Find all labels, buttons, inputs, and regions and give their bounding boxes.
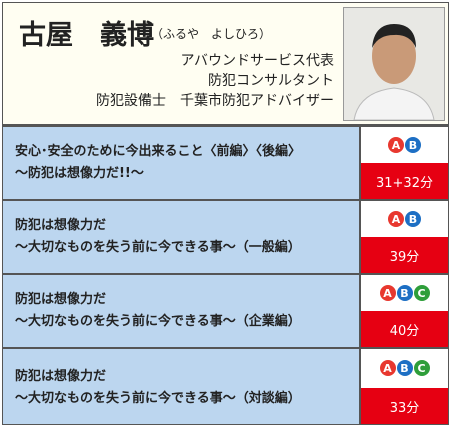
title-line: ～防犯は想像力だ!!～ bbox=[15, 166, 144, 181]
badge: A bbox=[388, 211, 404, 227]
badge: B bbox=[405, 137, 421, 153]
title-line: 防犯は想像力だ bbox=[15, 368, 107, 384]
badge: B bbox=[396, 285, 413, 301]
title-lines: 安心･安全のために今出来ること〈前編〉〈後編〉 ～防犯は想像力だ!!～ bbox=[15, 141, 301, 185]
duration: 39分 bbox=[361, 237, 448, 273]
portrait bbox=[344, 8, 444, 121]
title-lines: 防犯は想像力だ ～大切なものを失う前に今できる事～（対談編） bbox=[15, 366, 301, 410]
title-line: ～大切なものを失う前に今できる事～（企業編） bbox=[15, 314, 301, 329]
badge: A bbox=[379, 360, 396, 377]
badge: A bbox=[388, 137, 404, 153]
header: 古屋 義博 （ふるや よしひろ） アバウンドサービス代表防犯コンサルタント防犯設… bbox=[3, 3, 448, 125]
badge: B bbox=[405, 211, 421, 227]
badge: A bbox=[379, 285, 396, 301]
title-lines: 防犯は想像力だ ～大切なものを失う前に今できる事～（一般編） bbox=[15, 215, 301, 259]
session-row: 防犯は想像力だ ～大切なものを失う前に今できる事～（対談編） A B C 33分 bbox=[3, 347, 448, 424]
title-line: 安心･安全のために今出来ること〈前編〉〈後編〉 bbox=[15, 144, 302, 159]
reading: （ふるや よしひろ） bbox=[151, 27, 272, 41]
session-title: 安心･安全のために今出来ること〈前編〉〈後編〉 ～防犯は想像力だ!!～ bbox=[3, 127, 361, 199]
title-line: 防犯コンサルタント bbox=[208, 73, 334, 89]
photo bbox=[343, 7, 445, 121]
session-title: 防犯は想像力だ ～大切なものを失う前に今できる事～（対談編） bbox=[3, 349, 361, 424]
session-row: 防犯は想像力だ ～大切なものを失う前に今できる事～（企業編） A B C 40分 bbox=[3, 273, 448, 347]
badge: C bbox=[413, 360, 430, 377]
title-line: ～大切なものを失う前に今できる事～（一般編） bbox=[15, 240, 301, 255]
duration: 40分 bbox=[361, 311, 448, 347]
badge: B bbox=[396, 360, 413, 377]
title-line: 防犯は想像力だ bbox=[15, 218, 107, 233]
badge: C bbox=[413, 285, 430, 301]
title-line: 防犯は想像力だ bbox=[15, 292, 107, 307]
title-lines: 防犯は想像力だ ～大切なものを失う前に今できる事～（企業編） bbox=[15, 289, 301, 333]
duration: 31+32分 bbox=[361, 163, 448, 199]
titles: アバウンドサービス代表防犯コンサルタント防犯設備士 千葉市防犯アドバイザー bbox=[96, 51, 334, 111]
name: 古屋 義博 bbox=[19, 20, 154, 51]
session-row: 防犯は想像力だ ～大切なものを失う前に今できる事～（一般編） A B 39分 bbox=[3, 199, 448, 273]
session-title: 防犯は想像力だ ～大切なものを失う前に今できる事～（一般編） bbox=[3, 201, 361, 273]
title-line: ～大切なものを失う前に今できる事～（対談編） bbox=[15, 390, 301, 406]
title-line: アバウンドサービス代表 bbox=[180, 53, 334, 69]
title-line: 防犯設備士 千葉市防犯アドバイザー bbox=[96, 93, 334, 109]
session-row: 安心･安全のために今出来ること〈前編〉〈後編〉 ～防犯は想像力だ!!～ A B 31+3… bbox=[3, 125, 448, 199]
session-title: 防犯は想像力だ ～大切なものを失う前に今できる事～（企業編） bbox=[3, 275, 361, 347]
duration: 33分 bbox=[361, 387, 448, 424]
